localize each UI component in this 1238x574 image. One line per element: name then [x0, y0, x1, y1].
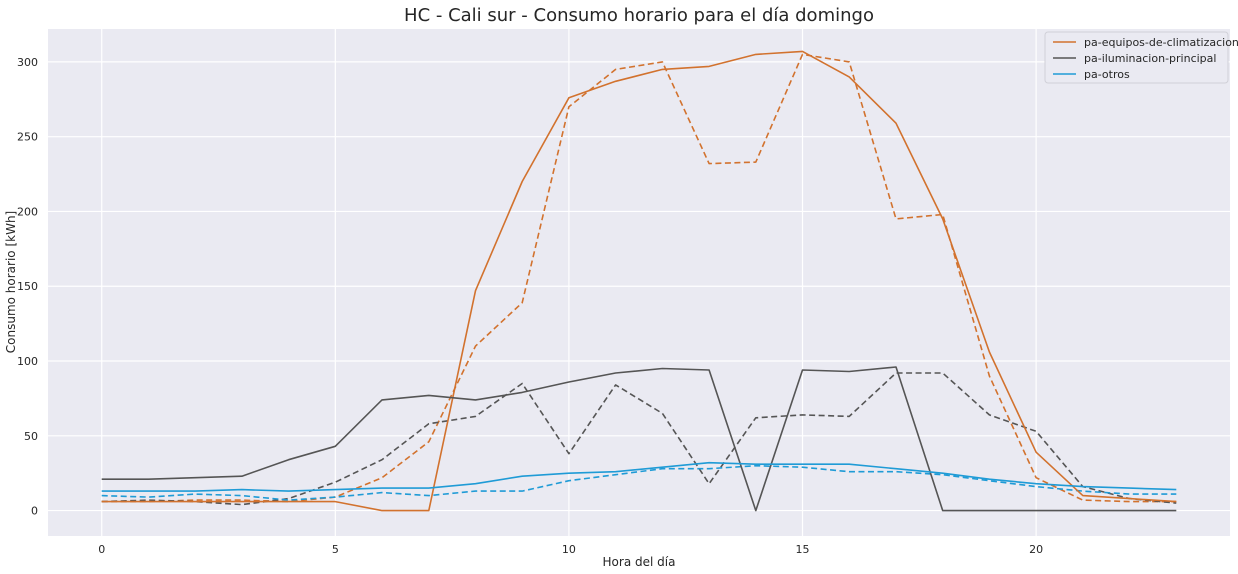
x-tick-label: 10 — [562, 543, 576, 556]
y-axis-label: Consumo horario [kWh] — [4, 211, 18, 353]
legend: pa-equipos-de-climatizacion pa-iluminaci… — [1044, 31, 1238, 84]
x-tick-label: 20 — [1029, 543, 1043, 556]
series-line-3-dashed — [101, 53, 1177, 503]
x-axis-label: Hora del día — [603, 555, 676, 569]
legend-box — [1044, 31, 1229, 84]
y-tick-label: 300 — [17, 56, 38, 69]
legend-label-climatizacion: pa-equipos-de-climatizacion — [1084, 36, 1238, 49]
y-tick-label: 250 — [17, 131, 38, 144]
series-lines — [101, 50, 1177, 512]
legend-label-iluminacion: pa-iluminacion-principal — [1084, 52, 1216, 65]
y-tick-label: 200 — [17, 205, 38, 218]
series-line-1 — [101, 366, 1177, 512]
chart-title: HC - Cali sur - Consumo horario para el … — [404, 5, 874, 26]
x-tick-label: 5 — [332, 543, 339, 556]
legend-label-otros: pa-otros — [1084, 68, 1130, 81]
y-tick-label: 150 — [17, 280, 38, 293]
series-line-2 — [101, 461, 1177, 492]
y-tick-label: 50 — [24, 430, 38, 443]
x-tick-label: 15 — [796, 543, 810, 556]
plot-background — [48, 29, 1230, 536]
series-line-4-dashed — [101, 372, 1177, 506]
y-tick-label: 0 — [31, 505, 38, 518]
x-tick-label: 0 — [98, 543, 105, 556]
series-line-0 — [101, 50, 1177, 512]
grid-lines — [48, 29, 1230, 536]
y-tick-label: 100 — [17, 355, 38, 368]
